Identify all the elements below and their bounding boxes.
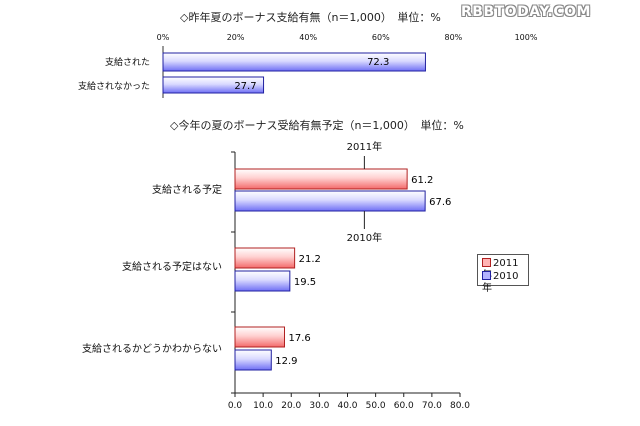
legend-swatch-2011: [482, 258, 491, 267]
chart1-category-label: 支給されなかった: [78, 80, 150, 92]
chart1-xtick-label: 60%: [372, 33, 390, 42]
chart1-xtick-label: 20%: [227, 33, 245, 42]
chart1-value-label: 27.7: [234, 81, 256, 92]
chart2-plot: 0.0 10.0 20.0 30.0 40.0 50.0 60.0 70.0 80.0 支給される…: [82, 140, 470, 411]
legend-item-2010: 2010年: [482, 271, 528, 294]
chart2-bar-2011: [234, 247, 296, 269]
chart2-xtick-label: 80.0: [450, 401, 470, 411]
watermark: RBBTODAY.COM: [461, 4, 591, 20]
chart1-xtick-label: 80%: [445, 33, 463, 42]
chart1-bar: [162, 52, 426, 72]
chart2-category-label: 支給される予定: [152, 183, 222, 196]
chart1-xtick-label: 40%: [299, 33, 317, 42]
chart2-xtick-label: 70.0: [422, 401, 442, 411]
chart2-value-label: 17.6: [289, 333, 311, 344]
chart2-value-label: 12.9: [275, 356, 297, 367]
chart2-bar-2010: [234, 270, 291, 292]
chart2-category-label: 支給されるかどうかわからない: [82, 342, 222, 355]
legend-label-2010: 2010年: [482, 271, 519, 294]
chart2-xtick-label: 40.0: [337, 401, 357, 411]
chart2-bar-2010: [234, 349, 272, 371]
chart2-value-label: 67.6: [429, 197, 451, 208]
chart1-bar: [162, 76, 265, 94]
chart2-value-label: 61.2: [411, 175, 433, 186]
legend-item-2011: 2011年: [482, 258, 528, 281]
chart1-category-label: 支給された: [105, 56, 150, 68]
chart2-annotation-2010: 2010年: [347, 231, 382, 244]
chart2-legend: 2011年 2010年: [477, 254, 529, 294]
chart2-bar-2011: [234, 326, 285, 348]
chart1-value-label: 72.3: [367, 57, 389, 68]
chart2-value-label: 21.2: [299, 254, 321, 265]
chart1-plot: 0% 20% 40% 60% 80% 100% 支給された 72.3 支給されなかった 27.7: [78, 33, 538, 98]
chart2-xtick-label: 10.0: [253, 401, 273, 411]
chart2-xtick-label: 60.0: [394, 401, 414, 411]
chart2-bar-2011: [234, 168, 408, 190]
chart2-xtick-label: 0.0: [228, 401, 243, 411]
chart1-title: ◇昨年夏のボーナス支給有無（n＝1,000） 単位：%: [180, 11, 441, 24]
chart2-title: ◇今年の夏のボーナス受給有無予定（n＝1,000） 単位：%: [170, 119, 464, 132]
chart2-bar-2010: [234, 190, 426, 212]
chart2-xtick-label: 50.0: [366, 401, 386, 411]
chart2-category-label: 支給される予定はない: [122, 260, 222, 273]
chart1-xtick-label: 100%: [515, 33, 538, 42]
chart2-xtick-label: 30.0: [309, 401, 329, 411]
chart2-xtick-label: 20.0: [281, 401, 301, 411]
chart1-xtick-label: 0%: [157, 33, 170, 42]
chart2-value-label: 19.5: [294, 277, 316, 288]
chart2-annotation-2011: 2011年: [347, 140, 382, 153]
legend-swatch-2010: [482, 271, 491, 280]
